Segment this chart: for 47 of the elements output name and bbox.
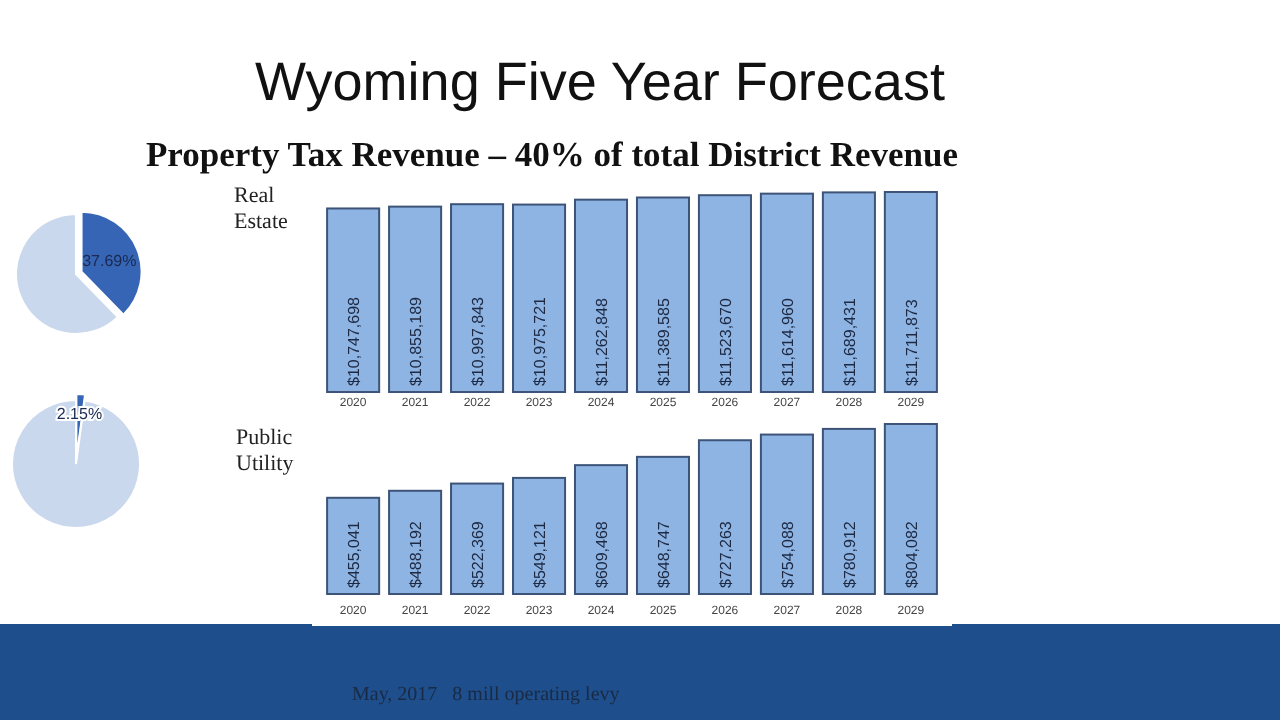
data-label: $780,912	[840, 520, 859, 588]
bar	[821, 427, 876, 595]
data-label: $11,262,848	[593, 297, 612, 386]
bar	[388, 205, 443, 393]
bar	[573, 464, 629, 595]
data-label: $648,747	[654, 520, 673, 588]
data-label: $488,192	[407, 520, 426, 588]
data-label: $549,121	[531, 520, 550, 588]
data-label: $11,689,431	[840, 297, 859, 386]
data-label: $11,614,960	[778, 297, 797, 386]
data-label: $754,088	[778, 520, 797, 588]
data-label: $10,855,189	[407, 295, 426, 386]
text: Real Estate	[234, 184, 288, 234]
data-label: $804,082	[902, 520, 921, 588]
bar	[512, 476, 567, 595]
bar	[450, 482, 505, 595]
bar	[759, 433, 814, 595]
bar	[883, 423, 938, 595]
data-label: $609,468	[593, 520, 612, 588]
text: May, 2017 8 mill operating levy	[352, 684, 620, 706]
bar	[326, 496, 381, 595]
data-label: $11,711,873	[902, 298, 921, 386]
data-label: $522,369	[469, 520, 488, 588]
data-label: $10,997,843	[469, 295, 488, 386]
bar	[697, 439, 752, 595]
text: Public Utility	[236, 426, 295, 476]
bar	[326, 207, 381, 393]
bar	[635, 455, 691, 595]
bar	[635, 196, 691, 393]
data-label: $10,747,698	[345, 295, 364, 386]
bar	[512, 203, 567, 393]
bar	[697, 194, 752, 393]
data-label: 37.69%	[82, 252, 137, 271]
chart-title: Wyoming Five Year Forecast	[255, 52, 946, 112]
bar	[759, 192, 814, 393]
pie-slice	[80, 210, 143, 316]
bar	[821, 191, 876, 393]
data-label: $11,389,585	[654, 297, 673, 386]
bar	[388, 489, 443, 595]
bar	[573, 198, 629, 393]
bar	[450, 203, 505, 393]
data-label: $455,041	[345, 520, 364, 588]
chart-subtitle: Property Tax Revenue – 40% of total District Revenue	[145, 134, 959, 174]
data-label: $727,263	[716, 520, 735, 588]
data-label: $11,523,670	[716, 297, 735, 386]
data-label: $10,975,721	[531, 295, 550, 386]
bar	[883, 191, 938, 393]
